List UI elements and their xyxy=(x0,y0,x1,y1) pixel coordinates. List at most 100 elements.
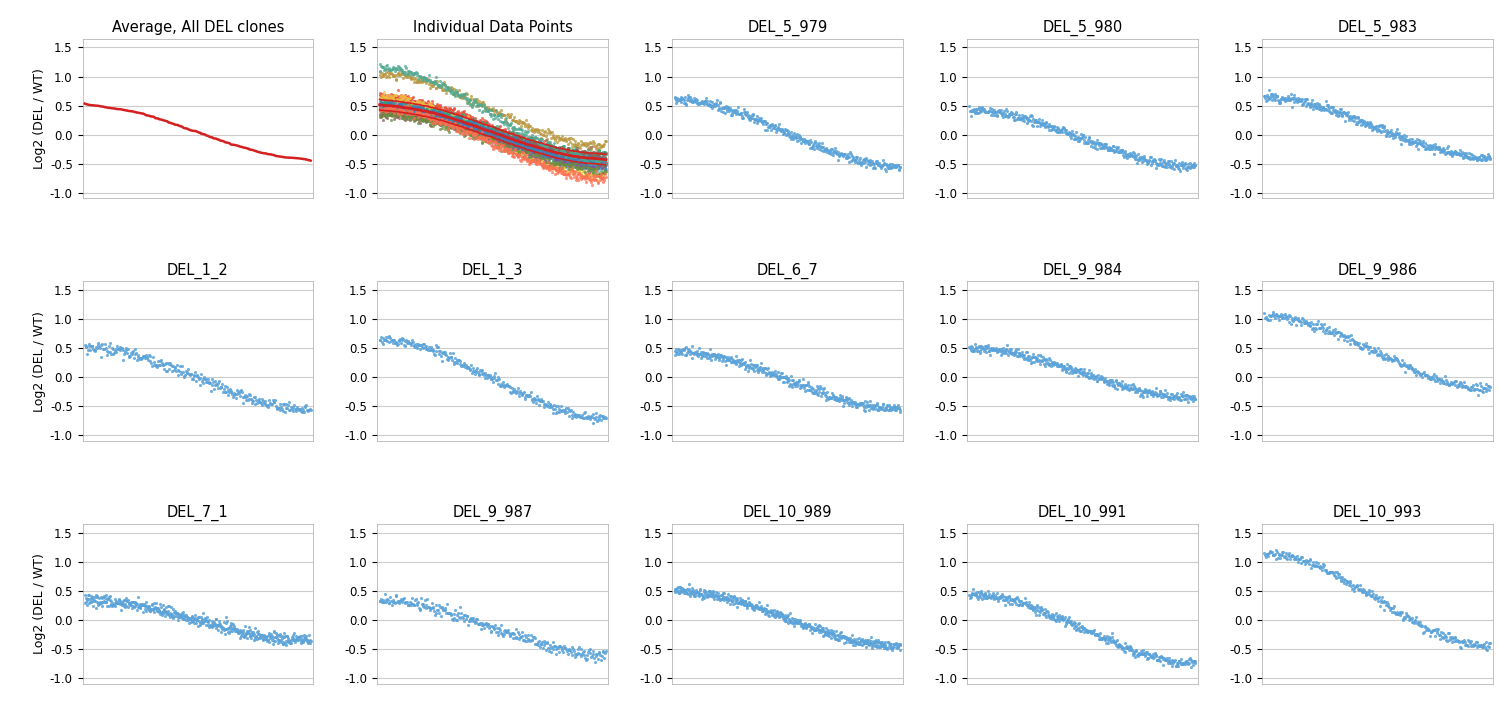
Point xyxy=(586,163,610,174)
Point xyxy=(806,142,830,154)
Point xyxy=(474,102,498,113)
Point xyxy=(494,130,517,141)
Point xyxy=(520,133,544,144)
Point xyxy=(1352,116,1376,128)
Point xyxy=(1120,146,1144,157)
Point xyxy=(417,110,441,121)
Point xyxy=(812,145,836,156)
Point xyxy=(579,162,603,173)
Point xyxy=(1266,552,1290,563)
Point xyxy=(378,100,402,111)
Point xyxy=(1030,608,1054,620)
Point xyxy=(704,587,728,598)
Point xyxy=(388,99,412,110)
Point xyxy=(396,99,420,111)
Point xyxy=(550,161,574,173)
Point xyxy=(504,135,528,147)
Point xyxy=(216,623,240,634)
Point xyxy=(376,94,400,106)
Point xyxy=(788,376,812,387)
Point xyxy=(518,151,542,162)
Point xyxy=(992,107,1016,118)
Point xyxy=(382,104,406,116)
Point xyxy=(1344,118,1368,130)
Point xyxy=(492,145,516,157)
Point xyxy=(440,121,464,133)
Point xyxy=(442,112,466,123)
Point xyxy=(1078,369,1102,381)
Point xyxy=(453,116,477,127)
Point xyxy=(584,151,608,162)
Point xyxy=(447,118,471,130)
Point xyxy=(1262,550,1286,561)
Point xyxy=(226,387,251,398)
Point xyxy=(548,159,572,170)
Point xyxy=(483,130,507,142)
Point xyxy=(477,124,501,135)
Point xyxy=(1404,367,1428,378)
Point xyxy=(470,116,494,127)
Point xyxy=(530,396,554,407)
Point xyxy=(1322,329,1346,341)
Point xyxy=(584,164,608,175)
Point xyxy=(427,115,451,126)
Point xyxy=(387,94,411,106)
Point xyxy=(1419,372,1443,383)
Point xyxy=(453,610,477,621)
Point xyxy=(1323,106,1347,118)
Point xyxy=(800,623,824,634)
Point xyxy=(252,398,276,410)
Point xyxy=(410,74,434,85)
Point xyxy=(436,608,460,619)
Point xyxy=(518,144,542,155)
Point xyxy=(795,622,819,633)
Point xyxy=(1098,633,1122,644)
Point xyxy=(484,125,508,136)
Point xyxy=(734,109,758,120)
Point xyxy=(549,165,573,176)
Point xyxy=(176,613,200,624)
Point xyxy=(372,334,396,345)
Point xyxy=(501,131,525,142)
Point xyxy=(1102,145,1126,157)
Point xyxy=(465,100,489,111)
Point xyxy=(717,105,741,116)
Point xyxy=(388,101,412,112)
Point xyxy=(460,362,484,374)
Point xyxy=(1008,595,1032,606)
Point xyxy=(516,146,540,157)
Point xyxy=(1167,392,1191,403)
Point xyxy=(1432,144,1456,155)
Point xyxy=(528,134,552,145)
Point xyxy=(1030,114,1054,125)
Point xyxy=(504,140,528,151)
Point xyxy=(507,148,531,159)
Point xyxy=(664,92,688,104)
Point xyxy=(746,116,770,127)
Point xyxy=(1288,94,1312,105)
Point xyxy=(849,635,873,646)
Point xyxy=(753,608,777,619)
Point xyxy=(399,104,423,115)
Point xyxy=(376,104,400,116)
Point xyxy=(482,130,506,141)
Point xyxy=(1034,121,1058,133)
Point xyxy=(1450,152,1474,164)
Point xyxy=(446,89,470,100)
Point xyxy=(1026,352,1050,364)
Point xyxy=(542,162,566,173)
Point xyxy=(423,599,447,611)
Point xyxy=(405,96,429,107)
Point xyxy=(552,158,576,169)
Point xyxy=(536,643,560,654)
Point xyxy=(1179,393,1203,404)
Point xyxy=(546,158,570,169)
Point xyxy=(519,125,543,137)
Point xyxy=(1408,617,1432,628)
Point xyxy=(424,111,448,123)
Point xyxy=(806,622,830,633)
Point xyxy=(562,154,586,166)
Point xyxy=(476,127,500,138)
Point xyxy=(550,159,574,171)
Point xyxy=(417,116,441,127)
